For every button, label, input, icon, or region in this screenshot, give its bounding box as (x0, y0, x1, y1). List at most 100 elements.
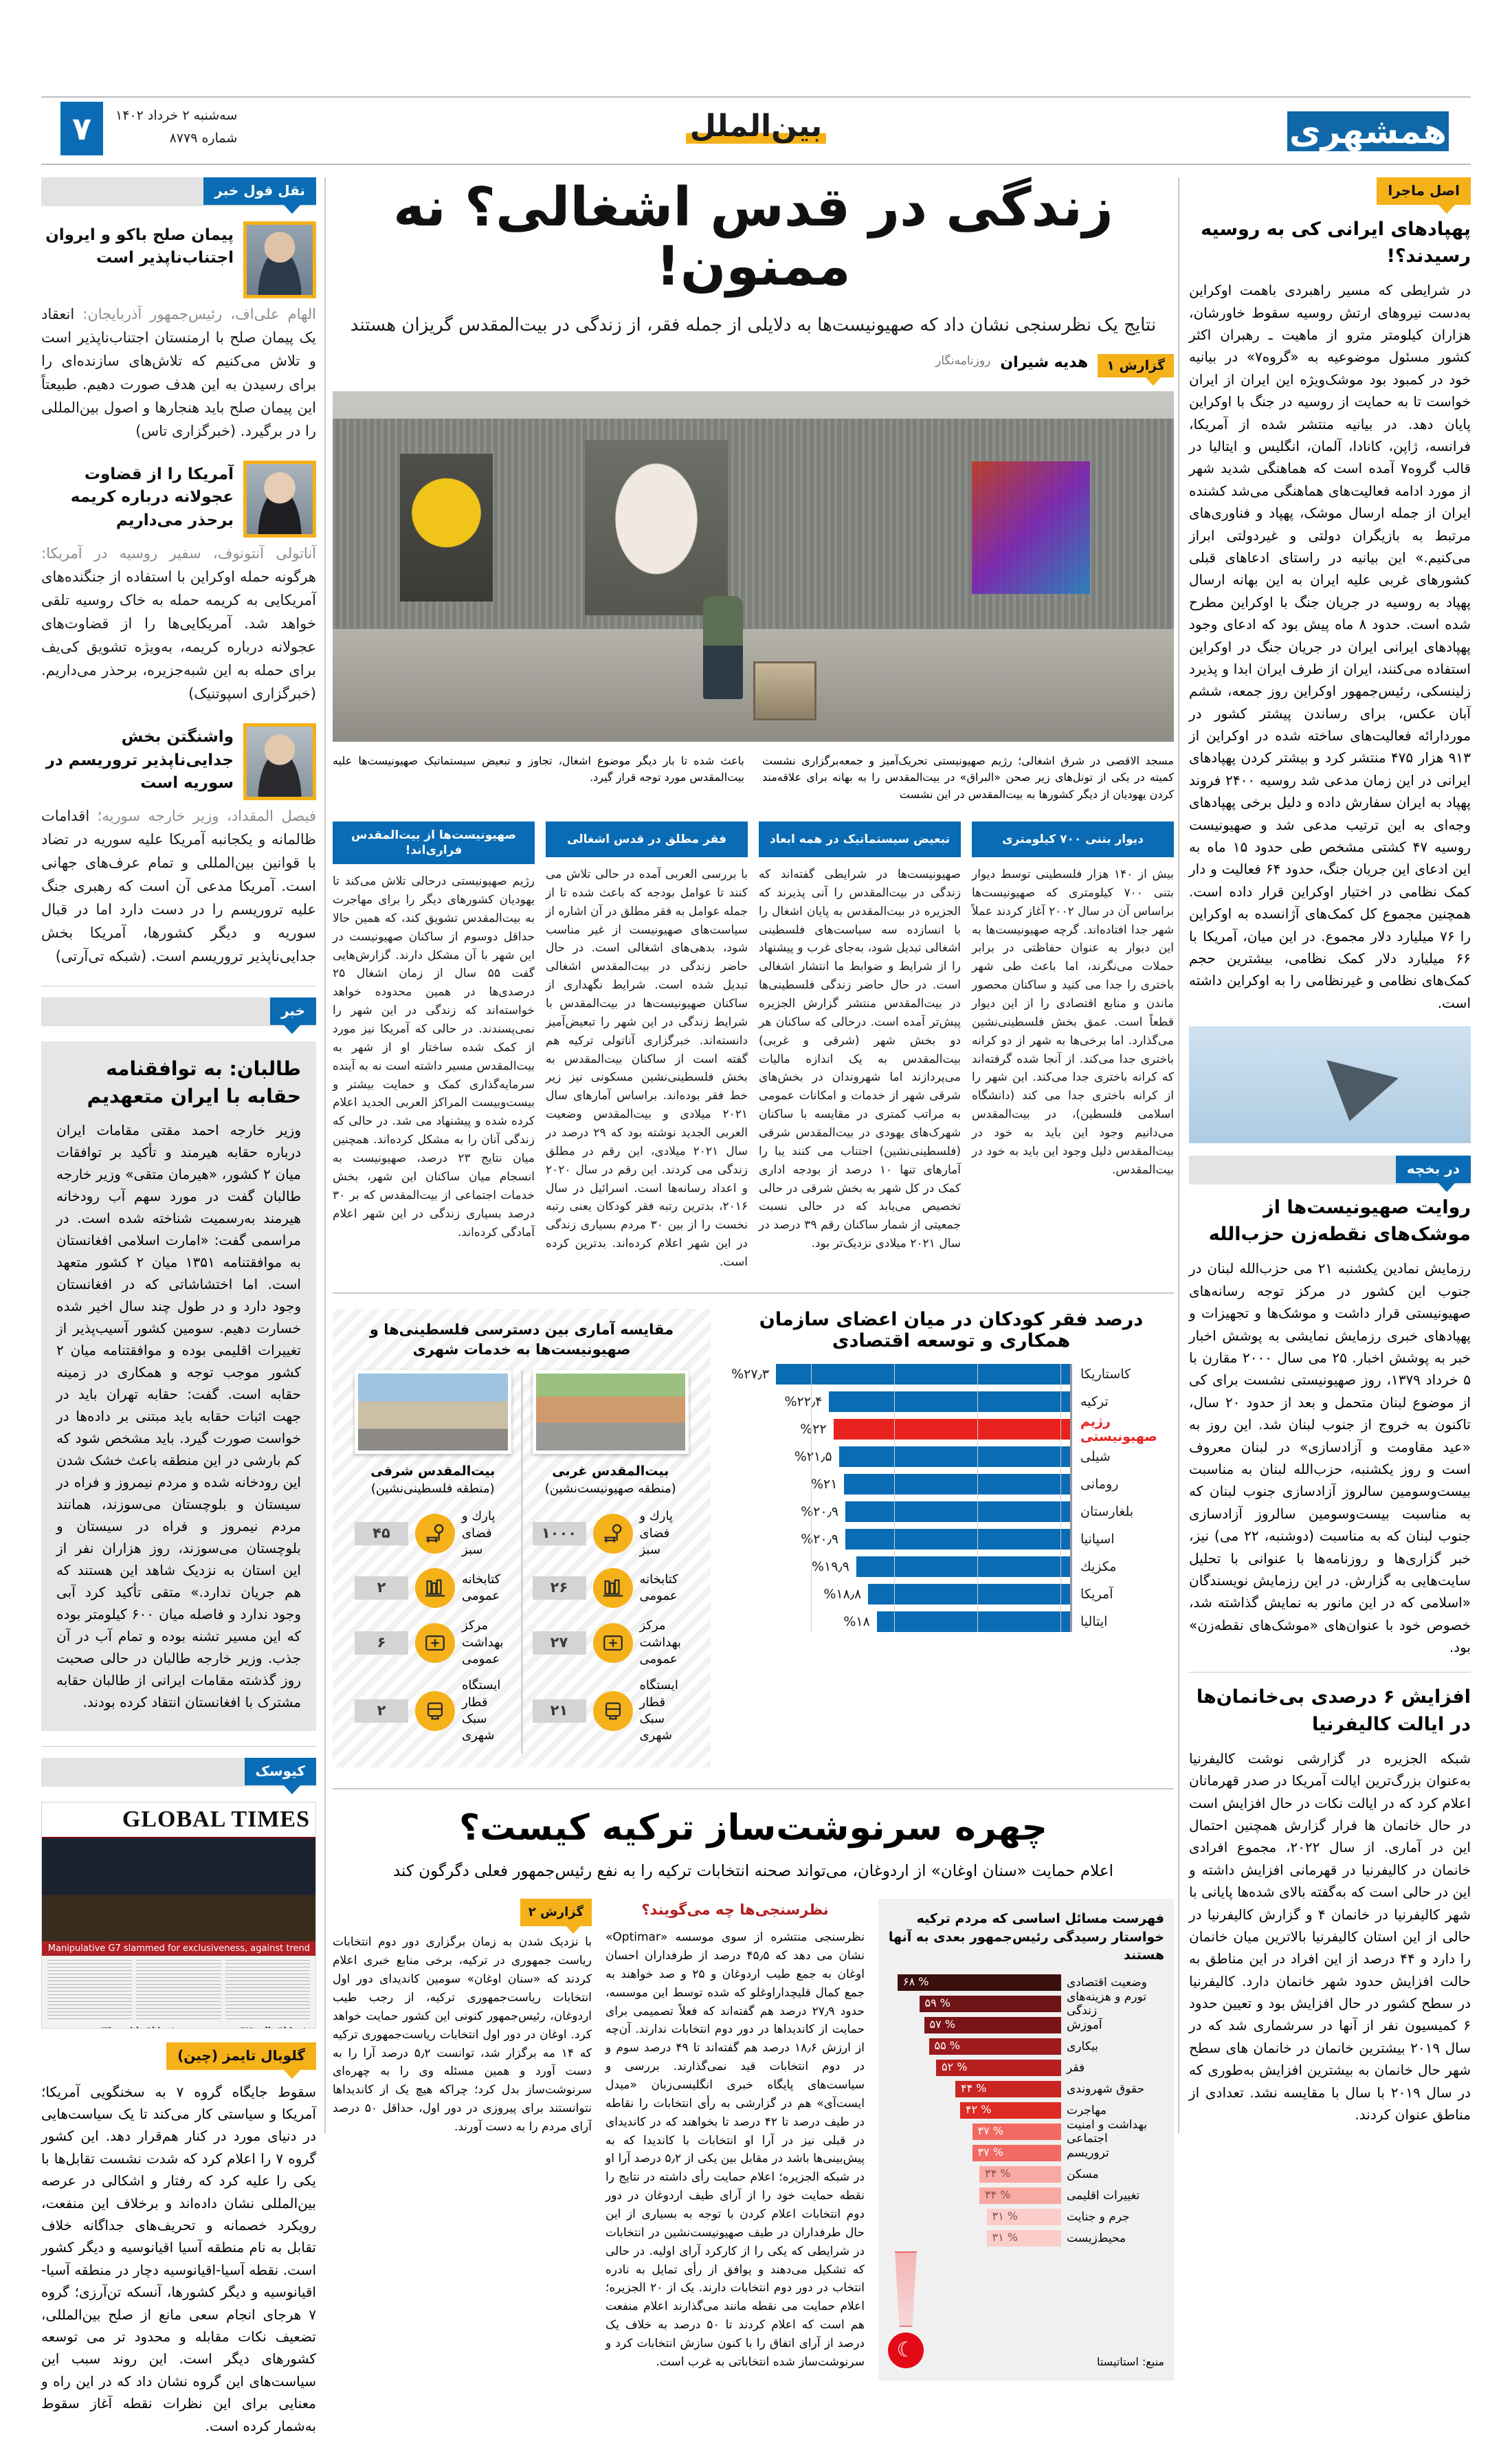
survey-value-label: % ۴۴ (961, 2081, 987, 2095)
chart-value-label: %۱۹٫۹ (811, 1558, 849, 1574)
chart-bar-row: آمریکا %۱۸٫۸ (729, 1583, 1113, 1605)
quotes-tab-row: نقل قول خبر (41, 177, 316, 214)
survey-bar-track: % ۴۴ (888, 2080, 1061, 2097)
news-tab-row: خبر (41, 997, 316, 1035)
survey-row: حقوق شهروندی % ۴۴ (888, 2080, 1164, 2097)
chart-axis-line (1070, 1363, 1072, 1632)
survey-row: تورم و هزینه‌های زندگی % ۵۹ (888, 1990, 1164, 2018)
tab-dar-bachche[interactable]: در بخچه (1395, 1156, 1471, 1193)
page-title: زندگی در قدس اشغالی؟ نه ممنون! (393, 177, 1113, 298)
chart-category-label: مکزیك (1080, 1558, 1117, 1574)
survey-bar-track: % ۳۷ (888, 2144, 1061, 2161)
tab-news-quotes[interactable]: نقل قول خبر (203, 177, 316, 214)
compare-stat-row: ایستگاه قطار سبک شهری ۲ (355, 1677, 511, 1744)
turkey-subhead: اعلام حمایت «سنان اوغان» از اردوغان، می‌… (392, 1862, 1113, 1881)
chart-bar-track: %۲۷٫۳ (729, 1363, 1072, 1385)
kiosk-title-row: گلوبال تایمز (چین) (41, 2042, 316, 2079)
subsection-text: صهیونیست‌ها در شرایطی گفته‌اند که زندگی … (759, 867, 961, 1251)
turkey-survey-chart: فهرست مسائل اساسی که مردم ترکیه خواستار … (878, 1898, 1174, 2381)
turkey-flag-graphic: ☾ (888, 2251, 924, 2368)
compare-pane: بیت‌المقدس غربی (منطقه صهیونیست‌نشین) پارك… (523, 1369, 699, 1754)
tab-news[interactable]: خبر (269, 997, 316, 1035)
survey-value-label: % ۵۲ (942, 2060, 968, 2073)
hero-caption-2: باعث شده تا بار دیگر موضوع اشغال، تجاوز … (333, 753, 744, 784)
compare-stat-value: ۶ (355, 1631, 408, 1655)
survey-row: مسکن % ۳۴ (888, 2165, 1164, 2183)
survey-bar-track: % ۳۱ (888, 2208, 1061, 2225)
quote-text: اقدامات ظالمانه و یکجانبه آمریکا علیه سو… (41, 808, 316, 965)
survey-value-label: % ۴۲ (966, 2102, 992, 2116)
survey-bar: % ۳۷ (972, 2123, 1061, 2140)
masthead-rule (41, 96, 1471, 165)
survey-item-label: آموزش (1067, 2018, 1102, 2032)
survey-row: تغییرات اقلیمی % ۳۴ (888, 2187, 1164, 2204)
turkey-report-badge[interactable]: گزارش ۲ (520, 1898, 592, 1934)
right-head-2: روایت صهیونیست‌ها از موشک‌های نقطه‌زن حز… (1208, 1197, 1471, 1246)
turkey-col1-title: نظرسنجی‌ها چه می‌گویند؟ (641, 1901, 829, 1918)
survey-value-label: % ۵۷ (929, 2017, 955, 2031)
survey-bar: % ۴۲ (960, 2102, 1061, 2119)
survey-value-label: % ۳۷ (977, 2145, 1003, 2159)
subsection-title: فقر مطلق در قدس اشغالی (546, 821, 748, 857)
drone-photo (1189, 1026, 1471, 1144)
survey-item-label: تروریسم (1067, 2146, 1109, 2160)
chart-category-label: ترکیه (1080, 1393, 1109, 1409)
compare-stat-label: مرکز بهداشت عمومی (462, 1618, 504, 1666)
chart-bar-track: %۱۸٫۸ (729, 1583, 1072, 1605)
survey-item-label: فقر (1067, 2060, 1085, 2075)
kiosk-country-label[interactable]: گلوبال تایمز (چین) (166, 2042, 316, 2079)
survey-bar: % ۴۴ (955, 2080, 1061, 2097)
tab-kiosk[interactable]: کیوسک (244, 1757, 316, 1794)
compare-stat-value: ۲ (355, 1699, 408, 1723)
brand-logo: همشهری (1287, 109, 1449, 151)
quote-attribution: فیصل المقداد، وزیر خارجه سوریه؛ (97, 808, 316, 825)
quote-text: هرگونه حمله اوکراین با استفاده از جنگنده… (41, 569, 316, 703)
compare-stat-row: پارك و فضای سبز ۱۰۰۰ (532, 1508, 689, 1558)
kiosk-tab-row: کیوسک (41, 1757, 316, 1794)
tab-asl-majara[interactable]: اصل ماجرا (1377, 177, 1471, 214)
compare-stat-label: مرکز بهداشت عمومی (639, 1618, 682, 1666)
quote-attribution: الهام علی‌اف، رئیس‌جمهور آذربایجان: (82, 306, 316, 322)
survey-item-label: جرم و جنایت (1067, 2209, 1130, 2224)
kiosk-newspaper-image: GLOBAL TIMES Manipulative G7 slammed for… (41, 1801, 316, 2029)
quote-top: آمریکا را از قضاوت عجولانه درباره کریمه … (41, 461, 316, 538)
compare-stat-value: ۲ (355, 1576, 408, 1600)
survey-bar: % ۵۲ (936, 2059, 1061, 2076)
chart-plot-area: کاستاریکا %۲۷٫۳ ترکیه %۲۲٫۴ رژیم صهیونیستی %۲… (729, 1363, 1174, 1632)
right-head-1: پهپادهای ایرانی کی به روسیه رسیدند؟! (1201, 219, 1471, 267)
survey-row: آموزش % ۵۷ (888, 2016, 1164, 2033)
chart-title: درصد فقر کودکان در میان اعضای سازمان همک… (759, 1308, 1144, 1352)
chart-value-label: %۲۱٫۵ (794, 1448, 832, 1464)
quote-item: آمریکا را از قضاوت عجولانه درباره کریمه … (41, 461, 316, 705)
hero-captions: مسجد الاقصی در شرق اشغالی؛ رژیم صهیونیست… (333, 753, 1174, 804)
survey-bar-track: % ۴۲ (888, 2102, 1061, 2119)
byline-row: گزارش ۱ هدیه شیران روزنامه‌نگار (333, 353, 1174, 386)
tab1-row: اصل ماجرا (1189, 177, 1471, 214)
survey-bar: % ۵۵ (929, 2038, 1061, 2055)
quote-text: انعقاد یک پیمان صلح با ارمنستان اجتناب‌ن… (41, 306, 316, 440)
chart-value-label: %۱۸٫۸ (823, 1586, 862, 1602)
author-role: روزنامه‌نگار (935, 353, 991, 368)
survey-bar-track: % ۵۵ (888, 2038, 1061, 2055)
compare-pane-photo (355, 1369, 511, 1454)
compare-stat-value: ۲۱ (532, 1699, 586, 1723)
report-badge[interactable]: گزارش ۱ (1098, 353, 1174, 386)
tram-icon (415, 1690, 455, 1731)
survey-source: منبع: استاتیستا (1096, 2355, 1164, 2368)
park-icon (592, 1513, 633, 1554)
chart-bar-row: بلغارستان %۲۰٫۹ (729, 1501, 1133, 1522)
chart-category-label: بلغارستان (1080, 1503, 1134, 1519)
author-name: هدیه شیران (1000, 353, 1089, 371)
survey-value-label: % ۳۱ (992, 2209, 1018, 2223)
chart-bar-row: اسپانیا %۲۰٫۹ (729, 1528, 1115, 1550)
chart-bar (844, 1473, 1072, 1495)
right-body-2: رزمایش نمادین یکشنبه ۲۱ می حزب‌الله لبنا… (1189, 1260, 1471, 1656)
survey-item-label: بهداشت و امنیت اجتماعی (1067, 2117, 1147, 2146)
brand-logo-block: همشهری (1287, 111, 1449, 151)
chart-category-label: اسپانیا (1080, 1531, 1115, 1547)
chart-value-label: %۲۲٫۴ (784, 1393, 823, 1409)
compare-stat-label: ایستگاه قطار سبک شهری (462, 1678, 501, 1743)
issue-info: سه‌شنبه ۲ خرداد ۱۴۰۲ شماره ۸۷۷۹ (115, 104, 237, 151)
survey-bar: % ۵۷ (924, 2016, 1061, 2033)
subsection-title: دیوار بتنی ۷۰۰ کیلومتری (972, 821, 1174, 857)
